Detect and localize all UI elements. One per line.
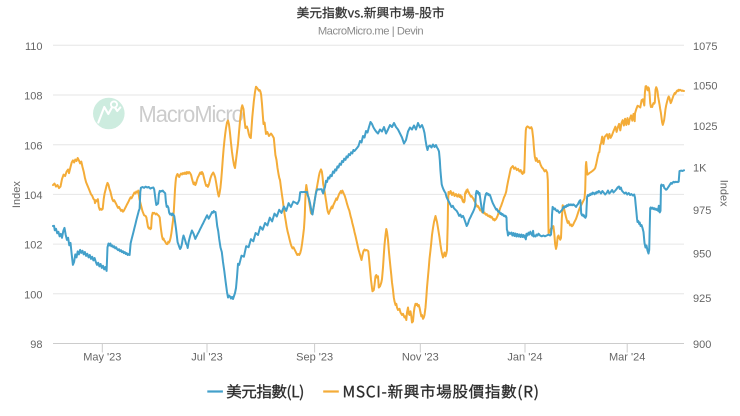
svg-text:Nov '23: Nov '23 — [402, 352, 439, 364]
svg-text:975: 975 — [693, 205, 711, 217]
svg-text:900: 900 — [693, 339, 711, 351]
svg-text:1K: 1K — [693, 162, 707, 174]
svg-text:925: 925 — [693, 293, 711, 305]
svg-text:950: 950 — [693, 248, 711, 260]
svg-text:1050: 1050 — [693, 81, 717, 93]
svg-text:104: 104 — [24, 190, 42, 202]
svg-text:Jul '23: Jul '23 — [191, 352, 222, 364]
svg-text:106: 106 — [24, 140, 42, 152]
svg-text:100: 100 — [24, 289, 42, 301]
svg-text:MacroMicro.me | Devin: MacroMicro.me | Devin — [318, 26, 424, 38]
svg-text:98: 98 — [30, 339, 42, 351]
svg-text:1025: 1025 — [693, 121, 717, 133]
svg-text:May '23: May '23 — [83, 352, 121, 364]
svg-text:102: 102 — [24, 240, 42, 252]
svg-text:108: 108 — [24, 91, 42, 103]
svg-text:Jan '24: Jan '24 — [507, 352, 542, 364]
svg-text:Mar '24: Mar '24 — [609, 352, 645, 364]
svg-text:Sep '23: Sep '23 — [296, 352, 333, 364]
svg-text:110: 110 — [25, 41, 43, 53]
svg-text:Index: Index — [11, 181, 23, 208]
svg-text:Index: Index — [718, 180, 730, 207]
svg-text:1075: 1075 — [693, 41, 717, 53]
